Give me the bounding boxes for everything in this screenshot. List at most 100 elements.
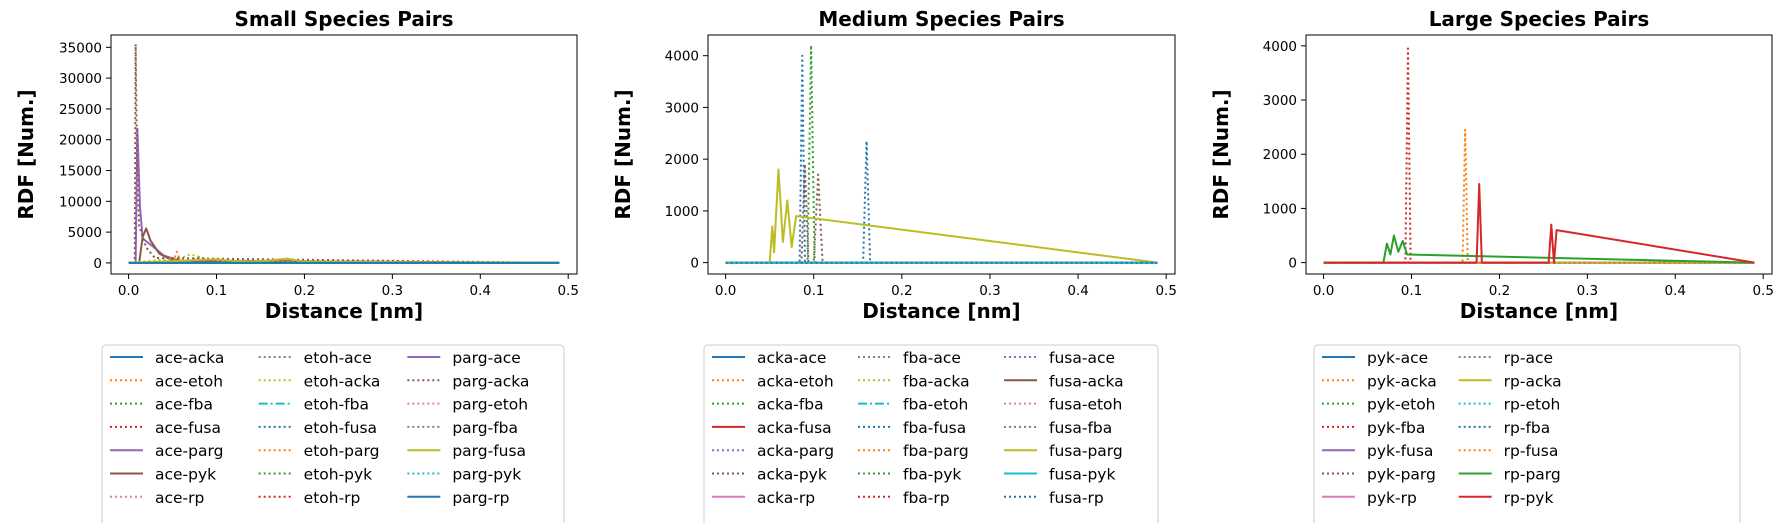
y-tick-label: 2000 (1263, 147, 1297, 163)
legend-item: pyk-rp (1322, 489, 1417, 507)
legend-label: etoh-fusa (304, 419, 377, 437)
chart-title: Large Species Pairs (1429, 7, 1650, 31)
panel-2: 0.0 0.1 0.2 0.3 0.4 0.5 0 1000 2000 3000 4000 Mediu… (611, 7, 1177, 523)
legend: acka-ace acka-etoh acka-fba acka-fusa acka-p… (703, 344, 1159, 523)
legend-item: acka-fba (712, 396, 824, 414)
legend-item: pyk-fusa (1322, 442, 1433, 460)
legend-item: etoh-pyk (258, 466, 373, 484)
legend-item: etoh-fba (258, 396, 369, 414)
legend-label: acka-fba (757, 396, 824, 414)
x-tick-label: 0.1 (206, 283, 227, 299)
y-tick-label: 30000 (59, 71, 102, 87)
x-tick-label: 0.5 (1752, 283, 1773, 299)
legend-label: fba-acka (903, 372, 970, 390)
plot-area (128, 43, 560, 264)
y-tick-label: 2000 (665, 152, 699, 168)
y-tick-label: 3000 (665, 100, 699, 116)
series-line-etoh-acka (128, 253, 560, 264)
legend-label: rp-parg (1504, 466, 1561, 484)
legend-item: parg-pyk (407, 466, 521, 484)
y-tick-label: 20000 (59, 133, 102, 149)
y-tick-label: 0 (93, 256, 102, 272)
legend-item: parg-ace (407, 349, 521, 367)
x-tick-label: 0.5 (557, 283, 578, 299)
legend-item: pyk-parg (1322, 466, 1436, 484)
legend-item: parg-fusa (407, 442, 526, 460)
legend-label: rp-etoh (1504, 396, 1561, 414)
x-tick-label: 0.3 (979, 283, 1000, 299)
legend-item: fusa-rp (1004, 489, 1104, 507)
plot-area (725, 44, 1158, 264)
legend-item: rp-fba (1458, 419, 1551, 437)
legend-item: parg-etoh (407, 396, 528, 414)
legend-label: pyk-fba (1367, 419, 1425, 437)
legend-item: rp-acka (1458, 372, 1562, 390)
x-tick-label: 0.0 (1313, 283, 1334, 299)
legend-item: fusa-ace (1004, 349, 1115, 367)
y-tick-label: 4000 (665, 49, 699, 65)
legend-item: acka-rp (712, 489, 815, 507)
legend-label: acka-ace (757, 349, 826, 367)
legend-item: etoh-ace (258, 349, 372, 367)
series-line-fusa-parg (725, 168, 1158, 264)
x-tick-label: 0.2 (1489, 283, 1510, 299)
legend-item: etoh-fusa (258, 419, 377, 437)
legend-label: pyk-ace (1367, 349, 1428, 367)
legend-item: etoh-acka (258, 372, 380, 390)
x-tick-label: 0.5 (1155, 283, 1176, 299)
legend-item: fba-rp (858, 489, 950, 507)
legend-item: ace-acka (110, 349, 224, 367)
y-axis-label: RDF [Num.] (14, 89, 38, 219)
legend-item: ace-rp (110, 489, 204, 507)
legend-label: fba-fusa (903, 419, 966, 437)
axes-frame (1305, 34, 1773, 275)
legend-item: ace-fba (110, 396, 213, 414)
legend-label: fba-rp (903, 489, 950, 507)
x-axis-label: Distance [nm] (265, 299, 423, 323)
plot-area (1323, 47, 1755, 264)
series-line-pyk-acka (1323, 128, 1755, 264)
legend-label: fusa-parg (1049, 442, 1123, 460)
legend-label: fusa-etoh (1049, 396, 1122, 414)
legend-item: parg-rp (407, 489, 509, 507)
x-tick-label: 0.4 (470, 283, 491, 299)
legend-item: rp-fusa (1458, 442, 1558, 460)
series-line-acka-pyk (725, 163, 1158, 264)
legend-label: rp-fba (1504, 419, 1551, 437)
legend-item: fba-fusa (858, 419, 966, 437)
legend-item: ace-fusa (110, 419, 221, 437)
legend-box (1313, 344, 1741, 523)
legend-label: fusa-rp (1049, 489, 1104, 507)
panel-3: 0.0 0.1 0.2 0.3 0.4 0.5 0 1000 2000 3000 4000 Large… (1209, 7, 1774, 523)
legend-item: rp-etoh (1458, 396, 1561, 414)
legend-label: pyk-fusa (1367, 442, 1433, 460)
y-tick-label: 3000 (1263, 93, 1297, 109)
legend-item: pyk-etoh (1322, 396, 1436, 414)
legend-item: fba-pyk (858, 466, 961, 484)
legend-label: rp-ace (1504, 349, 1553, 367)
y-tick-label: 0 (690, 256, 699, 272)
series-line-rp-parg (1323, 234, 1755, 264)
legend-label: acka-rp (757, 489, 815, 507)
legend-item: acka-pyk (712, 466, 827, 484)
legend-item: etoh-parg (258, 442, 379, 460)
legend-label: fba-parg (903, 442, 969, 460)
legend-item: acka-fusa (712, 419, 832, 437)
legend-label: fba-pyk (903, 466, 961, 484)
legend-label: ace-fba (155, 396, 213, 414)
legend-label: fusa-fba (1049, 419, 1112, 437)
legend-item: ace-parg (110, 442, 223, 460)
x-tick-label: 0.1 (803, 283, 824, 299)
axes-frame (707, 34, 1176, 275)
legend: ace-acka ace-etoh ace-fba ace-fusa ace-parg a… (101, 344, 565, 523)
series-line-parg-acka (128, 43, 560, 264)
legend-label: fusa-ace (1049, 349, 1115, 367)
legend-label: ace-pyk (155, 466, 216, 484)
legend-item: fba-etoh (858, 396, 968, 414)
legend-label: pyk-etoh (1367, 396, 1436, 414)
legend-item: parg-fba (407, 419, 518, 437)
y-tick-label: 1000 (665, 204, 699, 220)
legend-item: fba-ace (858, 349, 961, 367)
legend-label: etoh-pyk (304, 466, 373, 484)
x-tick-label: 0.2 (294, 283, 315, 299)
